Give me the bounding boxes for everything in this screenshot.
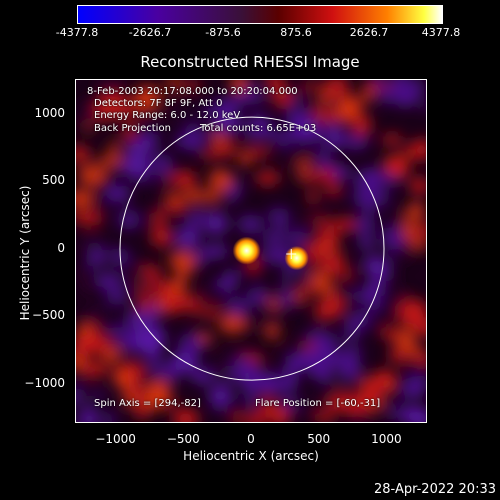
plot-area[interactable] [75, 79, 427, 423]
energy-range-label: Energy Range: 6.0 - 12.0 keV [94, 110, 241, 121]
source-2 [284, 245, 309, 271]
colorbar-tick: 875.6 [280, 26, 312, 39]
colorbar-tick: -875.6 [205, 26, 241, 39]
colorbar-tick: -2626.7 [128, 26, 172, 39]
colorbar-tick: 4377.8 [421, 26, 461, 39]
flare-marker [286, 249, 297, 260]
total-counts-label: Total counts: 6.65E+03 [200, 123, 317, 134]
y-tick-label: 0 [57, 240, 65, 255]
x-tick-label: 500 [307, 432, 331, 446]
method-label: Back Projection [94, 123, 171, 134]
y-tick-label: 1000 [34, 105, 65, 120]
x-axis-label: Heliocentric X (arcsec) [183, 449, 319, 463]
source-1 [232, 236, 261, 265]
y-tick-label: −500 [32, 308, 65, 323]
y-tick-label: 500 [42, 173, 65, 188]
colorbar [77, 5, 443, 24]
time-range-label: 8-Feb-2003 20:17:08.000 to 20:20:04.000 [87, 86, 298, 97]
timestamp: 28-Apr-2022 20:33 [374, 482, 496, 497]
detectors-label: Detectors: 7F 8F 9F, Att 0 [94, 98, 223, 109]
colorbar-tick: 2626.7 [349, 26, 389, 39]
heatmap-image [76, 80, 426, 422]
flare-position-label: Flare Position = [-60,-31] [255, 398, 381, 409]
solar-limb [119, 116, 385, 381]
spin-axis-label: Spin Axis = [294,-82] [94, 398, 201, 409]
x-tick-label: −500 [166, 432, 200, 446]
x-tick-label: 0 [247, 432, 255, 446]
colorbar-tick: -4377.8 [55, 26, 99, 39]
x-tick-label: 1000 [371, 432, 402, 446]
y-axis-label: Heliocentric Y (arcsec) [18, 185, 32, 321]
y-tick-label: −1000 [24, 375, 65, 390]
chart-title: Reconstructed RHESSI Image [140, 53, 360, 71]
x-tick-label: −1000 [95, 432, 136, 446]
